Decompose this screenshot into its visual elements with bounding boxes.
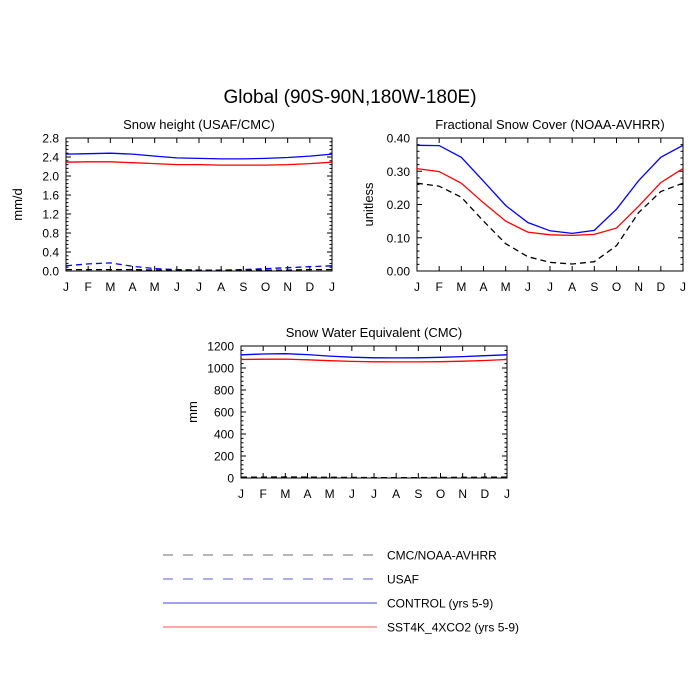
y-tick-label: 200 xyxy=(214,450,234,464)
series-line-cmc-noaa-avhrr xyxy=(416,182,684,265)
legend-label: CMC/NOAA-AVHRR xyxy=(387,549,497,563)
y-tick-label: 400 xyxy=(214,428,234,442)
x-tick-label: O xyxy=(261,280,270,294)
x-tick-label: J xyxy=(547,280,553,294)
y-tick-label: 2.8 xyxy=(42,132,59,146)
x-tick-label: A xyxy=(392,487,400,501)
chart-panel-1: Snow height (USAF/CMC) mm/d 0.0 0.4 0.8 1.2 1.… xyxy=(10,117,335,294)
legend-label: SST4K_4XCO2 (yrs 5-9) xyxy=(387,621,519,635)
x-tick-label: J xyxy=(329,280,335,294)
x-tick-label: S xyxy=(414,487,422,501)
x-tick-label: A xyxy=(128,280,136,294)
y-tick-label: 800 xyxy=(214,384,234,398)
panel-title: Snow height (USAF/CMC) xyxy=(123,117,275,132)
x-tick-label: D xyxy=(480,487,489,501)
y-tick-label: 600 xyxy=(214,406,234,420)
y-axis-label: mm xyxy=(185,401,200,423)
x-tick-label: J xyxy=(414,280,420,294)
x-tick-label: N xyxy=(458,487,467,501)
chart-panel-2: Fractional Snow Cover (NOAA-AVHRR) unitle… xyxy=(361,117,686,294)
x-tick-label: D xyxy=(305,280,314,294)
x-tick-label: M xyxy=(105,280,115,294)
figure-title: Global (90S-90N,180W-180E) xyxy=(223,87,476,108)
x-tick-label: N xyxy=(283,280,292,294)
x-tick-label: M xyxy=(280,487,290,501)
x-tick-label: J xyxy=(196,280,202,294)
y-axis-label: unitless xyxy=(361,182,376,227)
y-axis-label: mm/d xyxy=(10,188,25,221)
y-tick-label: 2.4 xyxy=(42,151,59,165)
legend-item: SST4K_4XCO2 (yrs 5-9) xyxy=(163,621,519,635)
x-tick-label: J xyxy=(349,487,355,501)
plot-frame xyxy=(416,137,684,272)
x-tick-label: J xyxy=(371,487,377,501)
x-tick-label: J xyxy=(525,280,531,294)
y-tick-label: 0.8 xyxy=(42,227,59,241)
x-tick-label: J xyxy=(63,280,69,294)
y-tick-label: 1000 xyxy=(207,362,234,376)
x-tick-label: M xyxy=(456,280,466,294)
legend-item: CMC/NOAA-AVHRR xyxy=(163,549,497,563)
x-tick-label: D xyxy=(656,280,665,294)
series-line-cmc-noaa-avhrr xyxy=(241,476,508,479)
series-line-control-yrs-5-9 xyxy=(416,144,684,235)
panel-title: Fractional Snow Cover (NOAA-AVHRR) xyxy=(435,117,664,132)
x-tick-label: J xyxy=(504,487,510,501)
series-line-control-yrs-5-9 xyxy=(65,152,333,160)
legend-label: USAF xyxy=(387,573,419,587)
y-tick-label: 0.10 xyxy=(387,231,411,245)
x-tick-label: A xyxy=(479,280,487,294)
x-tick-label: F xyxy=(259,487,266,501)
y-tick-label: 1.2 xyxy=(42,208,59,222)
y-tick-label: 1200 xyxy=(207,340,234,354)
y-tick-label: 0 xyxy=(227,472,234,486)
plot-frame xyxy=(240,345,508,479)
x-tick-label: N xyxy=(634,280,643,294)
x-tick-label: F xyxy=(84,280,91,294)
x-tick-label: M xyxy=(325,487,335,501)
x-tick-label: J xyxy=(238,487,244,501)
x-tick-label: O xyxy=(612,280,621,294)
x-tick-label: J xyxy=(680,280,686,294)
x-tick-label: F xyxy=(435,280,442,294)
x-tick-label: S xyxy=(239,280,247,294)
x-tick-label: A xyxy=(303,487,311,501)
y-tick-label: 0.40 xyxy=(387,132,411,146)
y-tick-label: 0.0 xyxy=(42,265,59,279)
x-tick-label: A xyxy=(217,280,225,294)
x-tick-label: M xyxy=(150,280,160,294)
y-tick-label: 0.00 xyxy=(387,265,411,279)
x-tick-label: M xyxy=(501,280,511,294)
panel-title: Snow Water Equivalent (CMC) xyxy=(286,325,463,340)
y-tick-label: 1.6 xyxy=(42,189,59,203)
x-tick-label: O xyxy=(436,487,445,501)
series-line-sst4k-4xco2-yrs-5-9 xyxy=(240,358,508,363)
legend-item: CONTROL (yrs 5-9) xyxy=(163,597,493,611)
x-tick-label: S xyxy=(590,280,598,294)
legend-item: USAF xyxy=(163,573,419,587)
series-line-sst4k-4xco2-yrs-5-9 xyxy=(65,161,333,166)
series-line-cmc-noaa-avhrr xyxy=(66,268,332,271)
chart-panel-3: Snow Water Equivalent (CMC) mm 0 200 400 600 8… xyxy=(185,325,510,501)
x-tick-label: A xyxy=(568,280,576,294)
y-tick-label: 0.20 xyxy=(387,198,411,212)
y-tick-label: 0.4 xyxy=(42,246,59,260)
series-line-control-yrs-5-9 xyxy=(240,353,508,359)
legend: CMC/NOAA-AVHRR USAF CONTROL (yrs 5-9) SST4K… xyxy=(163,549,519,635)
series-line-sst4k-4xco2-yrs-5-9 xyxy=(416,167,684,237)
y-tick-label: 0.30 xyxy=(387,165,411,179)
x-tick-label: J xyxy=(174,280,180,294)
legend-label: CONTROL (yrs 5-9) xyxy=(387,597,493,611)
y-tick-label: 2.0 xyxy=(42,170,59,184)
